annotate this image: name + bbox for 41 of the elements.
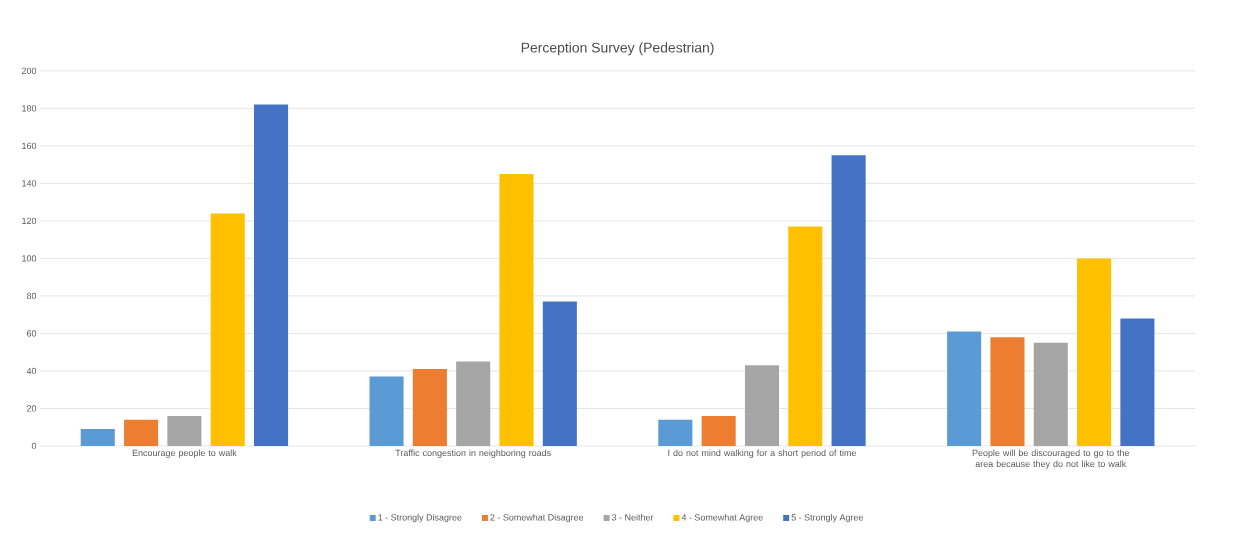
y-tick-label: 100 (22, 255, 37, 262)
bar (210, 213, 245, 446)
bar (369, 376, 404, 446)
bar (412, 369, 447, 446)
bar (1077, 258, 1112, 446)
legend-label: 1 - Strongly Disagree (378, 513, 462, 523)
bar (990, 337, 1025, 446)
y-tick-label: 180 (22, 105, 37, 112)
bar (788, 226, 823, 446)
bar (658, 419, 693, 446)
bar (744, 365, 780, 446)
bar (701, 415, 736, 446)
y-tick-label: 200 (21, 67, 37, 75)
y-tick-label: 160 (22, 142, 37, 150)
x-tick-label: Traffic congestion in neighboring roads (395, 449, 551, 458)
bar (831, 155, 866, 446)
chart-title: Perception Survey (Pedestrian) (521, 42, 714, 56)
bar (499, 174, 534, 446)
y-tick-label: 120 (22, 217, 37, 225)
bar (1120, 318, 1155, 446)
y-tick-label: 0 (31, 442, 37, 450)
bar (456, 361, 491, 446)
bar (167, 415, 202, 446)
x-tick-label: Encourage people to walk (132, 449, 237, 458)
bar (542, 301, 577, 446)
y-tick-label: 20 (26, 405, 37, 412)
x-tick-label: People will be discouraged to go to the area because they do not like to walk (972, 449, 1130, 469)
y-tick-label: 60 (26, 330, 37, 337)
x-tick-label: I do not mind walking for a short period of time (668, 449, 856, 458)
bar (947, 331, 982, 446)
bar (253, 104, 289, 446)
legend-label: 5 - Strongly Agree (791, 513, 864, 523)
bar (80, 429, 115, 446)
bar (124, 419, 159, 446)
legend-label: 2 - Somewhat Disagree (490, 513, 584, 523)
y-tick-label: 140 (22, 180, 37, 187)
legend-label: 3 - Neither (611, 513, 654, 521)
y-tick-label: 40 (26, 367, 37, 375)
y-tick-label: 80 (26, 292, 37, 300)
legend-label: 4 - Somewhat Agree (681, 513, 763, 523)
bar (1033, 342, 1068, 446)
